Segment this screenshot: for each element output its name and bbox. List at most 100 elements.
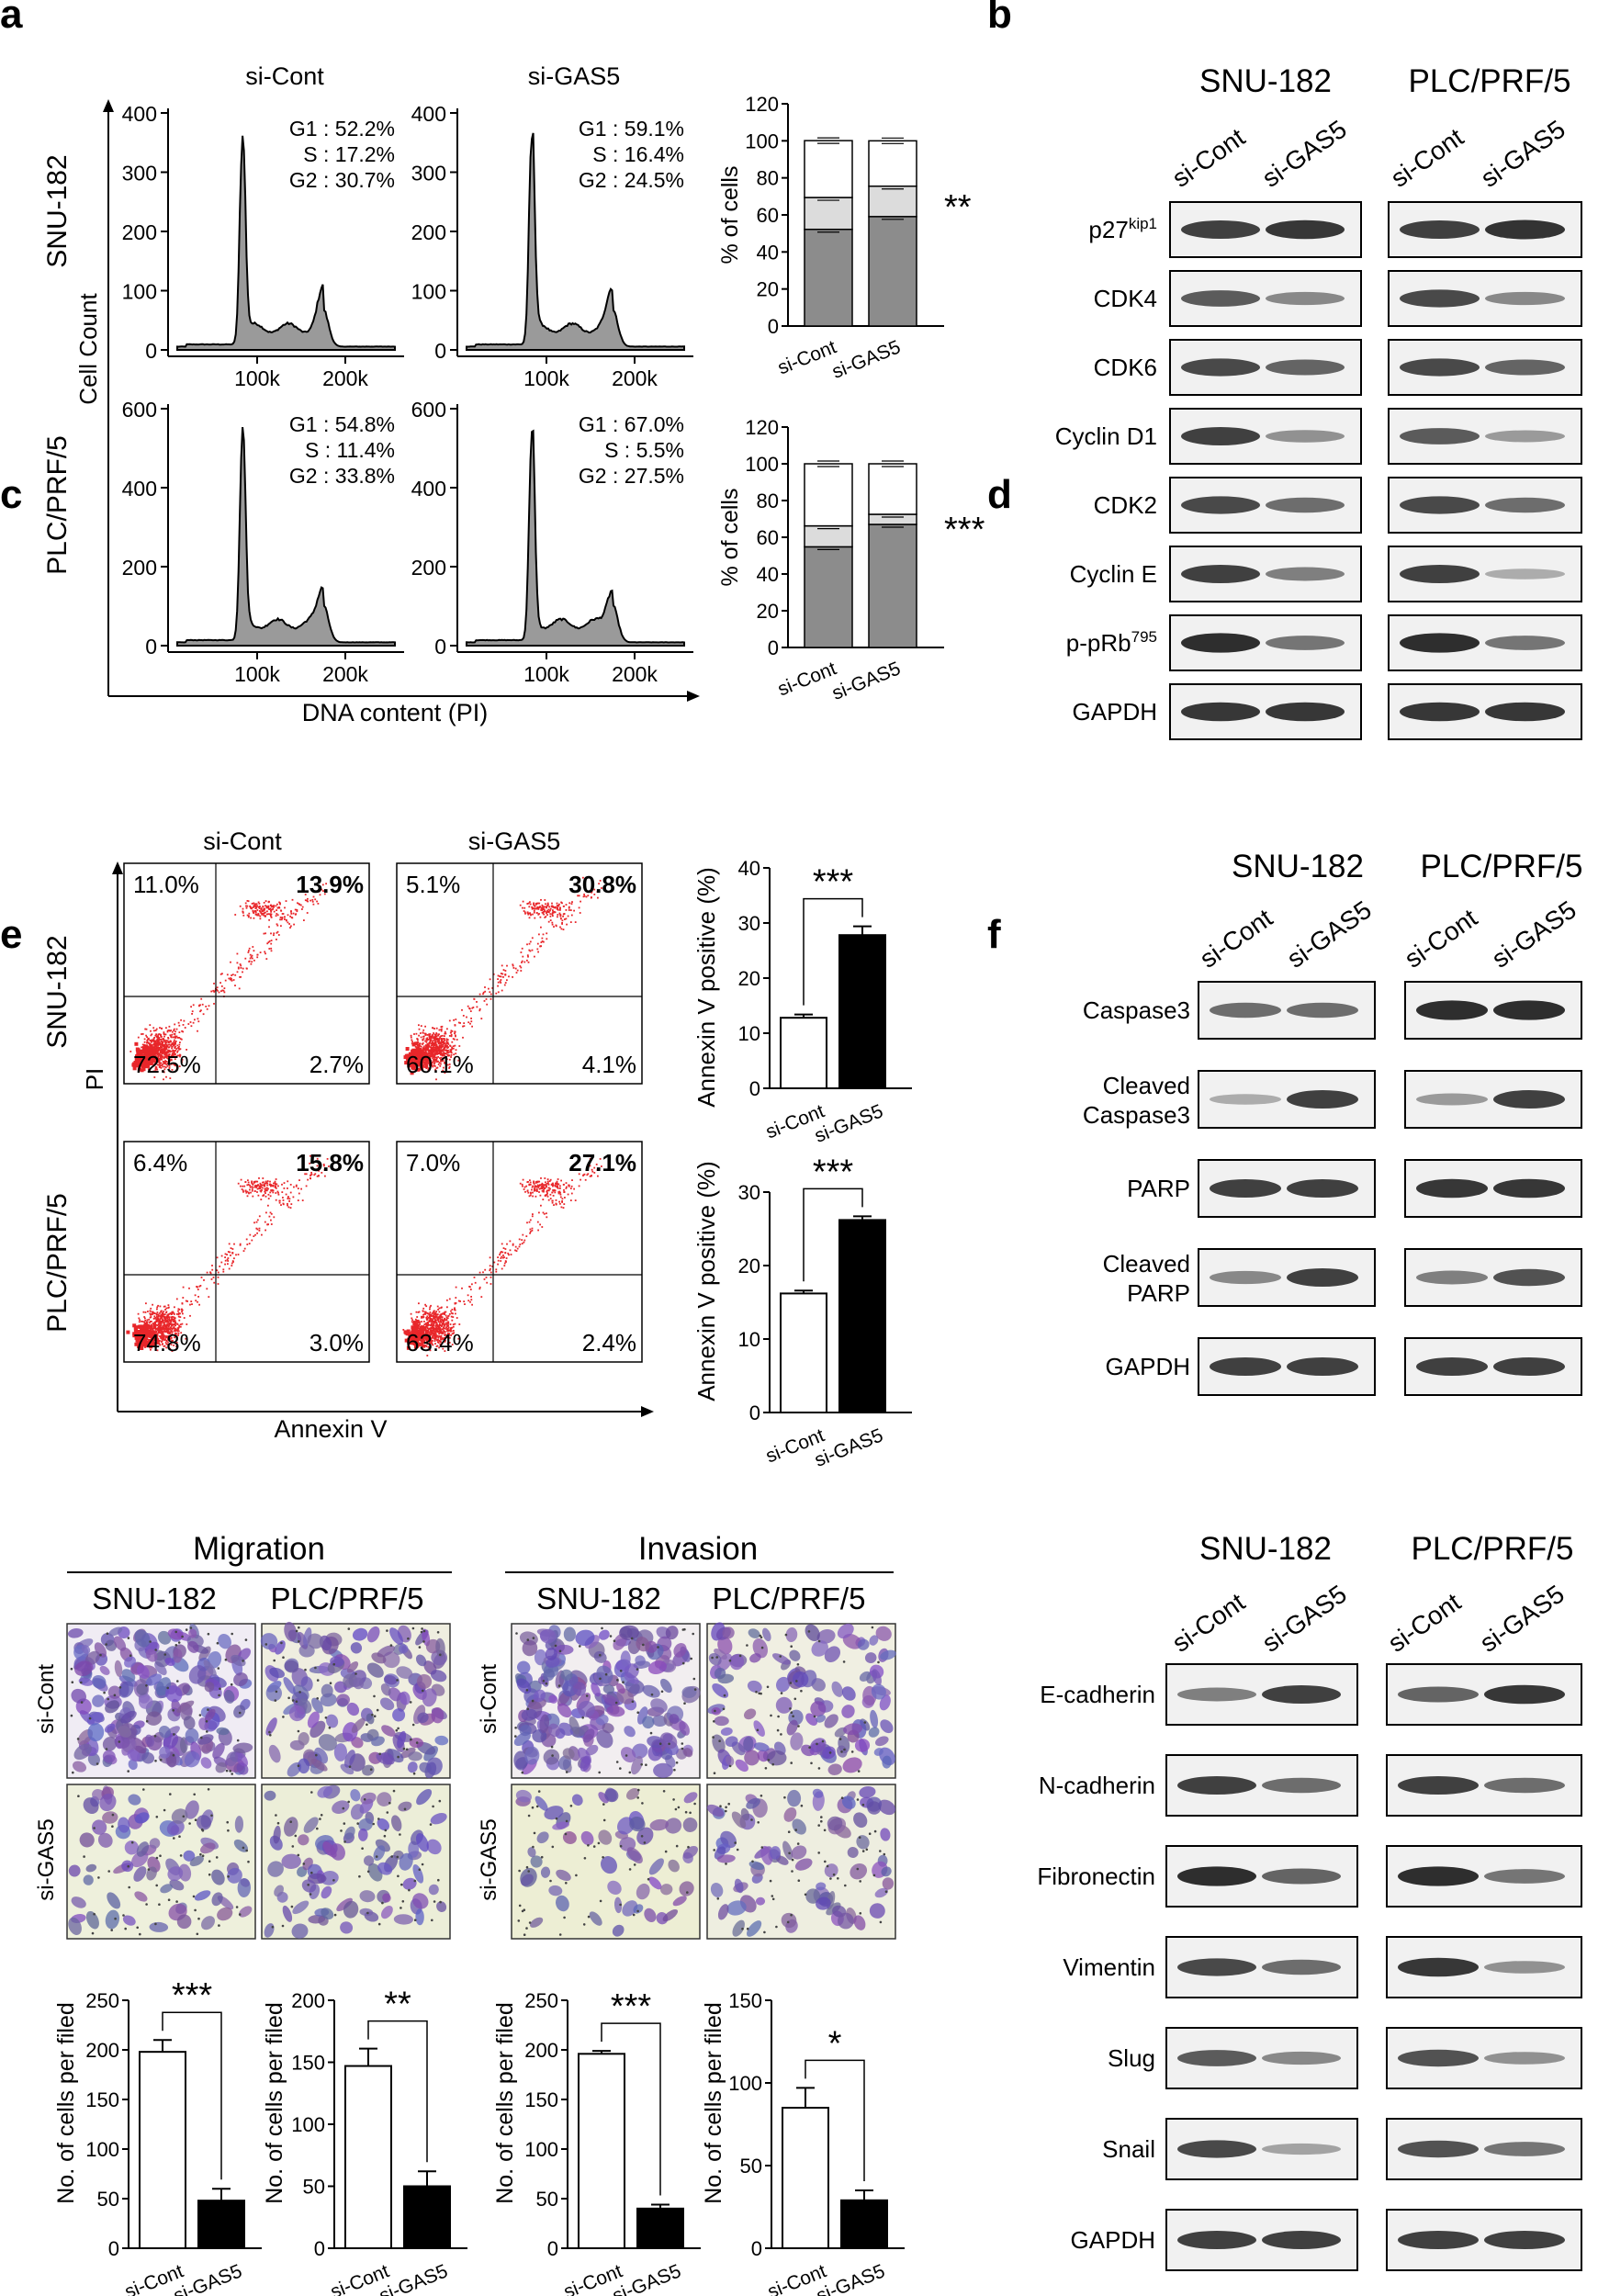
flow-dot-dense [423, 1053, 427, 1058]
flow-dot [555, 906, 557, 908]
flow-dot [535, 1190, 538, 1192]
flow-dot [554, 911, 557, 914]
blot-band [1287, 1002, 1358, 1019]
flow-dot [522, 1185, 523, 1187]
flow-dot [432, 1344, 434, 1346]
hist-ylabel: Cell Count [74, 293, 102, 405]
flow-dot [488, 987, 490, 990]
flow-dot [270, 1212, 273, 1215]
flow-dot-dense [410, 1338, 414, 1342]
flow-dot [175, 1329, 177, 1331]
flow-dot [254, 1185, 257, 1187]
flow-dot [173, 1312, 175, 1314]
flow-dot [150, 1313, 152, 1316]
flow-dot-dense [416, 1059, 421, 1064]
flow-dot [553, 926, 555, 928]
flow-dot [159, 1311, 161, 1314]
flow-dot [233, 1257, 235, 1260]
flow-dot [137, 1036, 140, 1039]
flow-dot [149, 1039, 152, 1041]
flow-dot [163, 1045, 164, 1048]
flow-dot [170, 1325, 173, 1327]
flow-dot [170, 1036, 173, 1039]
filter-pore [324, 1716, 328, 1719]
flow-dot [436, 1052, 439, 1053]
flow-dot [243, 1185, 246, 1187]
flow-dot [444, 1035, 445, 1037]
flow-dot [445, 1052, 447, 1054]
blot-band [1416, 1357, 1488, 1376]
flow-dot [435, 1345, 438, 1347]
flow-dot [430, 1047, 433, 1049]
flow-dot [485, 1277, 488, 1278]
flow-dot [418, 1311, 421, 1313]
flow-dot [559, 915, 562, 917]
flow-dot [160, 1336, 162, 1339]
flow-dot [148, 1038, 150, 1041]
flow-dot [179, 1054, 182, 1056]
flow-dot [155, 1042, 157, 1045]
flow-dot [169, 1034, 172, 1037]
flow-dot [264, 932, 266, 935]
flow-dot [173, 1316, 175, 1319]
flow-dot [546, 909, 548, 912]
flow-dot [165, 1346, 167, 1349]
flow-dot [177, 1021, 180, 1024]
flow-dot [200, 1009, 202, 1012]
blot-d-lane-label: si-GAS5 [1487, 895, 1581, 974]
flow-dot [154, 1060, 157, 1063]
stained-cell [118, 1817, 130, 1833]
flow-dot [526, 959, 528, 962]
flow-dot [254, 906, 257, 908]
flow-dot [483, 1000, 486, 1002]
flow-dot [270, 915, 272, 917]
flow-dot [266, 1182, 269, 1185]
flow-dot [546, 932, 548, 935]
flow-dot [162, 1065, 164, 1068]
stacked-ylabel: % of cells [717, 489, 743, 587]
flow-dot [174, 1320, 176, 1322]
flow-dot [438, 1049, 440, 1052]
flow-dot-dense [144, 1044, 149, 1049]
flow-dot [247, 1184, 250, 1186]
flow-dot [450, 1035, 453, 1038]
flow-dot [568, 902, 571, 905]
flow-pct-ul: 11.0% [133, 871, 199, 898]
hist-stat-s: S : 17.2% [303, 142, 395, 166]
row-label-snu-a: SNU-182 [42, 154, 73, 267]
flow-dot-dense [418, 1055, 422, 1060]
flow-dot [271, 906, 273, 908]
flow-dot [297, 1187, 299, 1189]
flow-dot [501, 989, 503, 992]
flow-dot [559, 926, 561, 929]
flow-dot [263, 1184, 265, 1187]
flow-dot [163, 1057, 165, 1060]
blot-band [1400, 220, 1480, 239]
filter-pore [181, 1635, 184, 1638]
flow-dot [471, 1283, 473, 1286]
flow-dot [295, 1184, 298, 1187]
flow-dot [441, 1320, 444, 1322]
flow-dot [514, 1245, 517, 1248]
panel-e-row-gas5-2: si-GAS5 [477, 1818, 501, 1900]
flow-dot [156, 1341, 158, 1343]
flow-dot [541, 940, 544, 942]
stained-cell [430, 1670, 447, 1683]
flow-dot [535, 903, 537, 905]
flow-dot [440, 1042, 443, 1045]
flow-dot [159, 1332, 162, 1334]
flow-dot [280, 909, 282, 912]
flow-dot [450, 1330, 453, 1333]
flow-dot [279, 917, 282, 918]
flow-dot [158, 1325, 160, 1328]
flow-dot [208, 1296, 210, 1298]
flow-dot-dense [148, 1339, 152, 1343]
flow-dot [568, 1184, 570, 1187]
flow-dot [199, 1010, 201, 1013]
flow-dot [171, 1317, 173, 1320]
flow-dot [431, 1329, 433, 1332]
blot-label-2: CDK6 [1094, 354, 1157, 381]
flow-dot [170, 1041, 172, 1043]
flow-dot [163, 1316, 165, 1319]
flow-dot [274, 1187, 276, 1188]
